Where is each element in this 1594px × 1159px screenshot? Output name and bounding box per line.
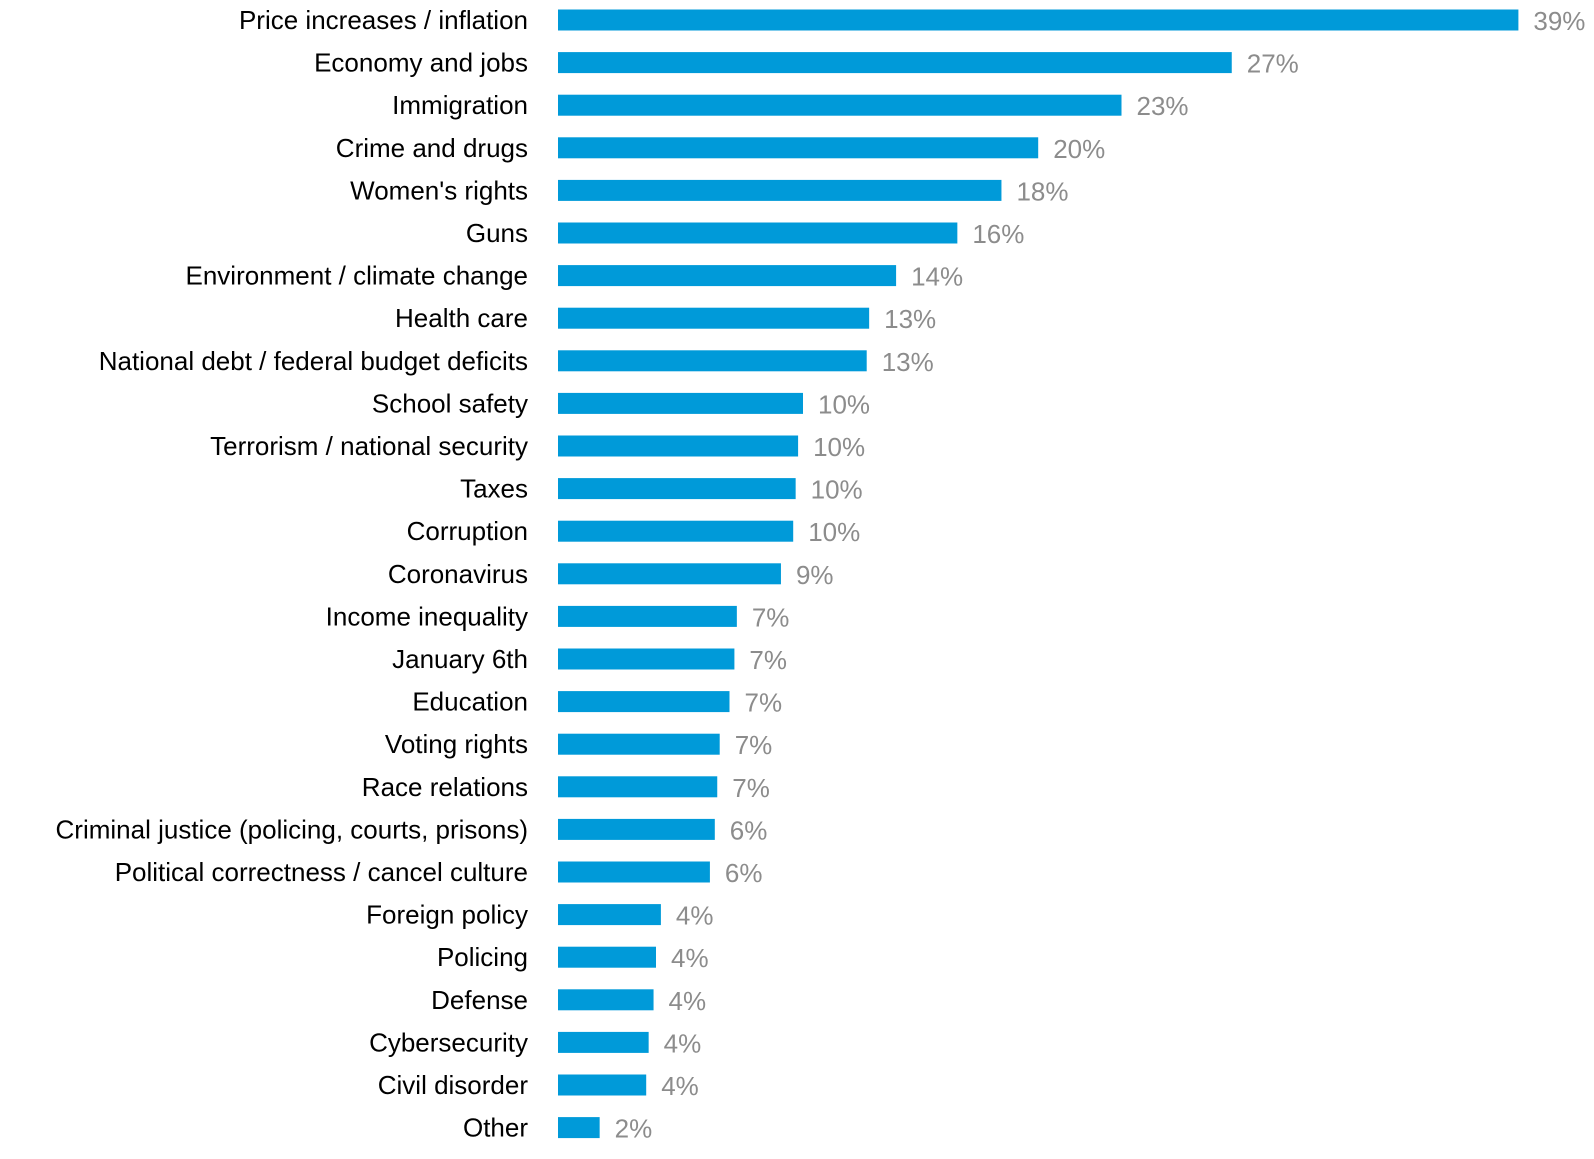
category-label: Voting rights (385, 729, 528, 759)
bar (558, 478, 796, 500)
bar (558, 776, 718, 798)
category-label: Political correctness / cancel culture (115, 857, 528, 887)
category-label: Crime and drugs (336, 133, 528, 163)
bar (558, 648, 735, 670)
category-label: Terrorism / national security (210, 431, 528, 461)
category-label: Health care (395, 303, 528, 333)
bar (558, 9, 1519, 31)
category-label: Criminal justice (policing, courts, pris… (56, 814, 528, 844)
category-label: Taxes (460, 474, 528, 504)
bar (558, 307, 870, 329)
value-label: 7% (749, 645, 787, 675)
category-label: Immigration (392, 90, 528, 120)
value-label: 4% (671, 943, 709, 973)
category-label: Women's rights (350, 175, 528, 205)
bar (558, 1074, 647, 1096)
value-labels: 39% 27% 23% 20% 18% 16% 14% 13% 13% 10% 10% 10% 10% 9… (615, 6, 1586, 1144)
bar (558, 605, 737, 627)
category-label: Income inequality (326, 601, 528, 631)
bar (558, 733, 720, 755)
value-label: 6% (725, 858, 763, 888)
bar (558, 52, 1232, 74)
bar (558, 1117, 600, 1139)
bar (558, 818, 715, 840)
value-label: 13% (882, 347, 934, 377)
value-label: 7% (745, 688, 783, 718)
category-label: National debt / federal budget deficits (99, 346, 528, 376)
value-label: 20% (1053, 134, 1105, 164)
value-label: 4% (664, 1028, 702, 1058)
value-label: 14% (911, 262, 963, 292)
category-label: Corruption (407, 516, 528, 546)
value-label: 10% (808, 517, 860, 547)
bars (558, 9, 1519, 1139)
bar (558, 1031, 649, 1053)
category-label: Education (412, 687, 528, 717)
bar (558, 946, 656, 968)
bar (558, 520, 794, 542)
bar (558, 265, 897, 287)
value-label: 9% (796, 560, 834, 590)
value-label: 6% (730, 815, 768, 845)
category-label: Coronavirus (388, 559, 528, 589)
value-label: 13% (884, 304, 936, 334)
bar (558, 222, 958, 244)
bar (558, 94, 1122, 116)
category-label: Other (463, 1113, 528, 1143)
category-label: Guns (466, 218, 528, 248)
value-label: 23% (1137, 91, 1189, 121)
bar (558, 179, 1002, 201)
value-label: 4% (669, 986, 707, 1016)
category-label: Environment / climate change (185, 261, 528, 291)
value-label: 16% (972, 219, 1024, 249)
value-label: 10% (813, 432, 865, 462)
bar (558, 435, 799, 457)
value-label: 2% (615, 1114, 653, 1144)
value-label: 18% (1016, 176, 1068, 206)
value-label: 4% (661, 1071, 699, 1101)
value-label: 10% (811, 475, 863, 505)
category-label: Defense (431, 985, 528, 1015)
bar (558, 904, 661, 926)
category-label: Civil disorder (378, 1070, 529, 1100)
value-label: 10% (818, 389, 870, 419)
category-labels: Price increases / inflation Economy and j… (56, 5, 529, 1143)
value-label: 39% (1533, 6, 1585, 36)
value-label: 7% (732, 773, 770, 803)
bar (558, 563, 781, 585)
category-label: Policing (437, 942, 528, 972)
category-label: Race relations (362, 772, 528, 802)
value-label: 7% (752, 602, 790, 632)
value-label: 27% (1247, 49, 1299, 79)
value-label: 7% (735, 730, 773, 760)
category-label: January 6th (392, 644, 528, 674)
category-label: Price increases / inflation (239, 5, 528, 35)
category-label: School safety (372, 388, 528, 418)
bar (558, 861, 710, 883)
bar (558, 691, 730, 713)
category-label: Economy and jobs (314, 48, 528, 78)
category-label: Foreign policy (366, 900, 528, 930)
bar (558, 137, 1039, 159)
category-label: Cybersecurity (369, 1027, 528, 1057)
bar (558, 989, 654, 1011)
value-label: 4% (676, 901, 714, 931)
bar (558, 392, 803, 414)
bar (558, 350, 867, 372)
